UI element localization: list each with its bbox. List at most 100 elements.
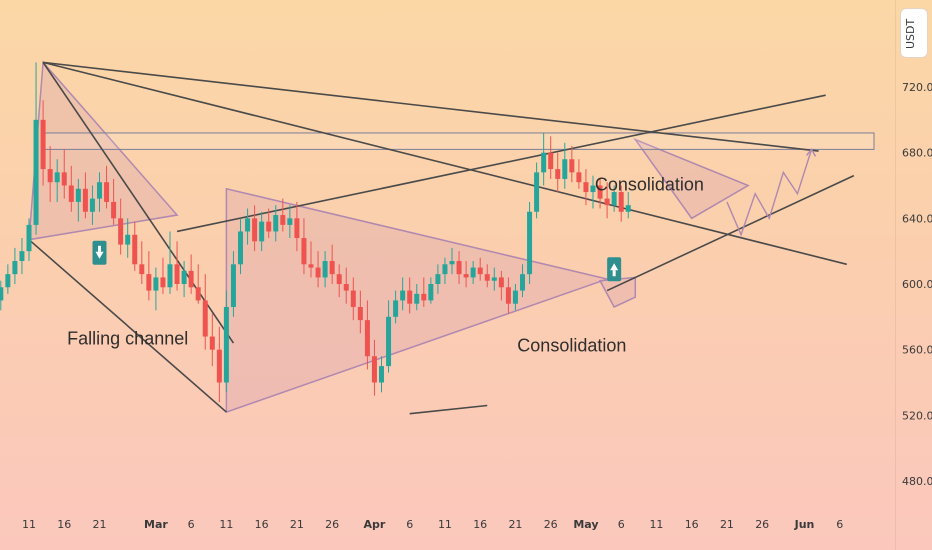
candle-body [188, 270, 194, 288]
candle-body [287, 218, 293, 225]
candle [209, 313, 215, 367]
candle [287, 205, 293, 239]
candle [357, 290, 363, 334]
candle [491, 267, 497, 291]
candle-body [357, 306, 363, 321]
candle-body [97, 182, 102, 199]
candle [111, 178, 117, 225]
candle [139, 241, 145, 284]
candle-body [541, 152, 547, 173]
candle [33, 62, 39, 235]
candle-body [512, 290, 518, 304]
candle-body [364, 320, 370, 357]
candle-body [414, 293, 420, 304]
x-tick-label: 11 [22, 518, 36, 531]
candle [618, 185, 624, 222]
candles-layer [0, 62, 631, 403]
candle-body [294, 218, 300, 239]
x-tick-label: 11 [438, 518, 452, 531]
candle-body [202, 300, 208, 337]
candle [68, 165, 74, 212]
y-tick-label: 480.00 [902, 475, 932, 488]
candle [379, 356, 384, 393]
candle-body [604, 198, 610, 206]
candle-body [555, 169, 561, 179]
downtrend-line-1 [43, 61, 819, 152]
candle [456, 251, 462, 284]
candle-body [534, 172, 540, 212]
candle [520, 264, 525, 298]
pattern-annotation: Falling channel [67, 329, 188, 349]
buy-signal-marker [607, 257, 622, 282]
x-tick-label: 26 [544, 518, 558, 531]
pattern-annotation: Consolidation [517, 335, 626, 355]
price-axis-separator [895, 0, 896, 550]
candle-body [477, 267, 483, 275]
x-tick-label: Mar [144, 518, 168, 531]
candle-body [132, 234, 138, 265]
candle-body [435, 274, 441, 284]
candle [301, 218, 307, 275]
candle [82, 172, 88, 219]
resistance-zone [42, 132, 875, 150]
candle [19, 238, 25, 275]
candle-body [520, 274, 525, 291]
candle-body [280, 215, 286, 225]
candle [97, 172, 102, 212]
arrow-up-icon [610, 263, 619, 271]
candle-body [40, 119, 46, 170]
candle-body [393, 300, 399, 317]
candle-body [590, 185, 596, 193]
candle-body [181, 270, 187, 284]
rising-trendline-long [176, 94, 826, 233]
pattern-annotation: Consolidation [595, 174, 704, 194]
arrow-down-icon [95, 251, 104, 259]
candle-body [421, 293, 427, 301]
candle-body [505, 287, 511, 304]
candle-body [54, 172, 60, 183]
candle [414, 284, 420, 311]
candle [125, 218, 131, 258]
y-tick-label: 600.00 [902, 278, 932, 291]
candle-body [498, 277, 504, 288]
candle-body [379, 366, 384, 383]
candle-body [259, 221, 265, 242]
unit-badge[interactable]: USDT [900, 8, 928, 58]
rising-support-line [606, 174, 855, 292]
candle [336, 264, 342, 298]
x-tick-label: 21 [290, 518, 304, 531]
x-tick-label: 6 [188, 518, 195, 531]
falling-channel-lower [28, 239, 227, 413]
candle [26, 218, 32, 262]
y-tick-label: 520.00 [902, 409, 932, 422]
candle [400, 277, 406, 311]
y-tick-label: 560.00 [902, 344, 932, 357]
candle-body [75, 188, 81, 202]
candle [315, 251, 321, 288]
candle [350, 277, 356, 321]
candle-body [470, 267, 476, 278]
candle-body [174, 264, 180, 284]
candle [534, 162, 540, 219]
x-tick-label: 16 [57, 518, 71, 531]
breakout-box [598, 276, 637, 308]
downtrend-line-2 [42, 61, 847, 266]
candle-body [548, 152, 554, 170]
candle-body [484, 274, 490, 281]
x-tick-label: 26 [755, 518, 769, 531]
candle-body [308, 264, 314, 268]
x-tick-label: 21 [720, 518, 734, 531]
candle-body [562, 159, 568, 179]
candle [104, 165, 110, 209]
candle [463, 261, 469, 288]
candle-body [569, 159, 575, 173]
candle-body [33, 119, 39, 225]
x-tick-label: 6 [406, 518, 413, 531]
arrow-shaft [98, 245, 101, 252]
x-tick-label: 11 [649, 518, 663, 531]
candle-body [26, 224, 32, 252]
sell-signal-marker [92, 240, 107, 265]
candle-body [491, 277, 497, 281]
x-tick-label: 26 [325, 518, 339, 531]
